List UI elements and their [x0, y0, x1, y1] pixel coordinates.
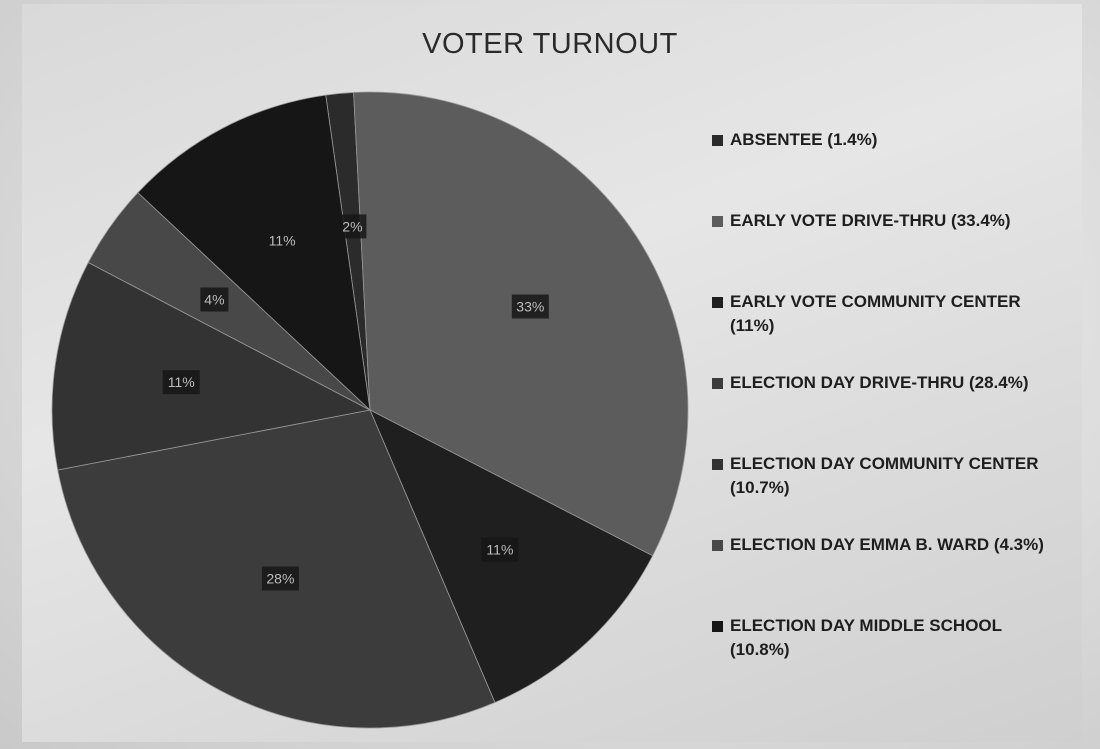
legend-label: ELECTION DAY COMMUNITY CENTER (10.7%) [730, 454, 1039, 497]
data-label-box [263, 228, 301, 253]
data-label-election-day-middle-school: 11% [263, 228, 301, 253]
data-label-text: 33% [516, 299, 544, 315]
legend-label: EARLY VOTE DRIVE-THRU (33.4%) [730, 211, 1011, 230]
data-label-box [162, 370, 200, 395]
legend-item-election-day-middle-school: ELECTION DAY MIDDLE SCHOOL (10.8%) [712, 614, 1082, 695]
data-label-early-vote-drive-thru: 33% [511, 294, 549, 319]
legend-swatch [712, 216, 723, 227]
data-label-box [481, 537, 519, 562]
legend-item-election-day-drive-thru: ELECTION DAY DRIVE-THRU (28.4%) [712, 371, 1082, 452]
data-label-box [338, 214, 367, 239]
data-label-election-day-drive-thru: 28% [261, 566, 299, 591]
pie-slice-early-vote-drive-thru [353, 91, 689, 557]
legend-item-election-day-emma-b-ward: ELECTION DAY EMMA B. WARD (4.3%) [712, 533, 1082, 614]
data-label-box [511, 294, 549, 319]
pie-chart: 2% 33% 11% 28% 11% 4% 11% [51, 91, 689, 729]
legend-swatch [712, 378, 723, 389]
legend-label: ELECTION DAY EMMA B. WARD (4.3%) [730, 535, 1044, 554]
data-label-text: 28% [266, 571, 294, 587]
legend-item-election-day-community-center: ELECTION DAY COMMUNITY CENTER (10.7%) [712, 452, 1082, 533]
data-label-box [200, 287, 229, 312]
legend-item-absentee: ABSENTEE (1.4%) [712, 128, 1082, 209]
legend-label: EARLY VOTE COMMUNITY CENTER (11%) [730, 292, 1021, 335]
data-label-text: 11% [168, 374, 195, 390]
data-label-text: 11% [486, 542, 513, 558]
pie-slice-election-day-middle-school [137, 94, 371, 412]
data-label-box [261, 566, 299, 591]
pie-slice-election-day-community-center [51, 261, 372, 471]
legend-item-early-vote-drive-thru: EARLY VOTE DRIVE-THRU (33.4%) [712, 209, 1082, 290]
data-label-text: 2% [342, 218, 362, 234]
data-label-early-vote-community-center: 11% [481, 537, 519, 562]
legend-swatch [712, 297, 723, 308]
data-label-text: 4% [204, 292, 224, 308]
chart-title: VOTER TURNOUT [422, 28, 678, 60]
data-label-text: 11% [269, 233, 296, 249]
legend-swatch [712, 540, 723, 551]
legend-label: ELECTION DAY DRIVE-THRU (28.4%) [730, 373, 1029, 392]
legend-label: ELECTION DAY MIDDLE SCHOOL (10.8%) [730, 616, 1002, 659]
data-label-election-day-community-center: 11% [162, 370, 200, 395]
data-label-election-day-emma-b-ward: 4% [200, 287, 229, 312]
legend-swatch [712, 621, 723, 632]
legend-swatch [712, 135, 723, 146]
legend: ABSENTEE (1.4%) EARLY VOTE DRIVE-THRU (3… [712, 128, 1082, 695]
legend-item-early-vote-community-center: EARLY VOTE COMMUNITY CENTER (11%) [712, 290, 1082, 371]
legend-label: ABSENTEE (1.4%) [730, 130, 878, 149]
data-label-absentee: 2% [338, 214, 367, 239]
legend-swatch [712, 459, 723, 470]
